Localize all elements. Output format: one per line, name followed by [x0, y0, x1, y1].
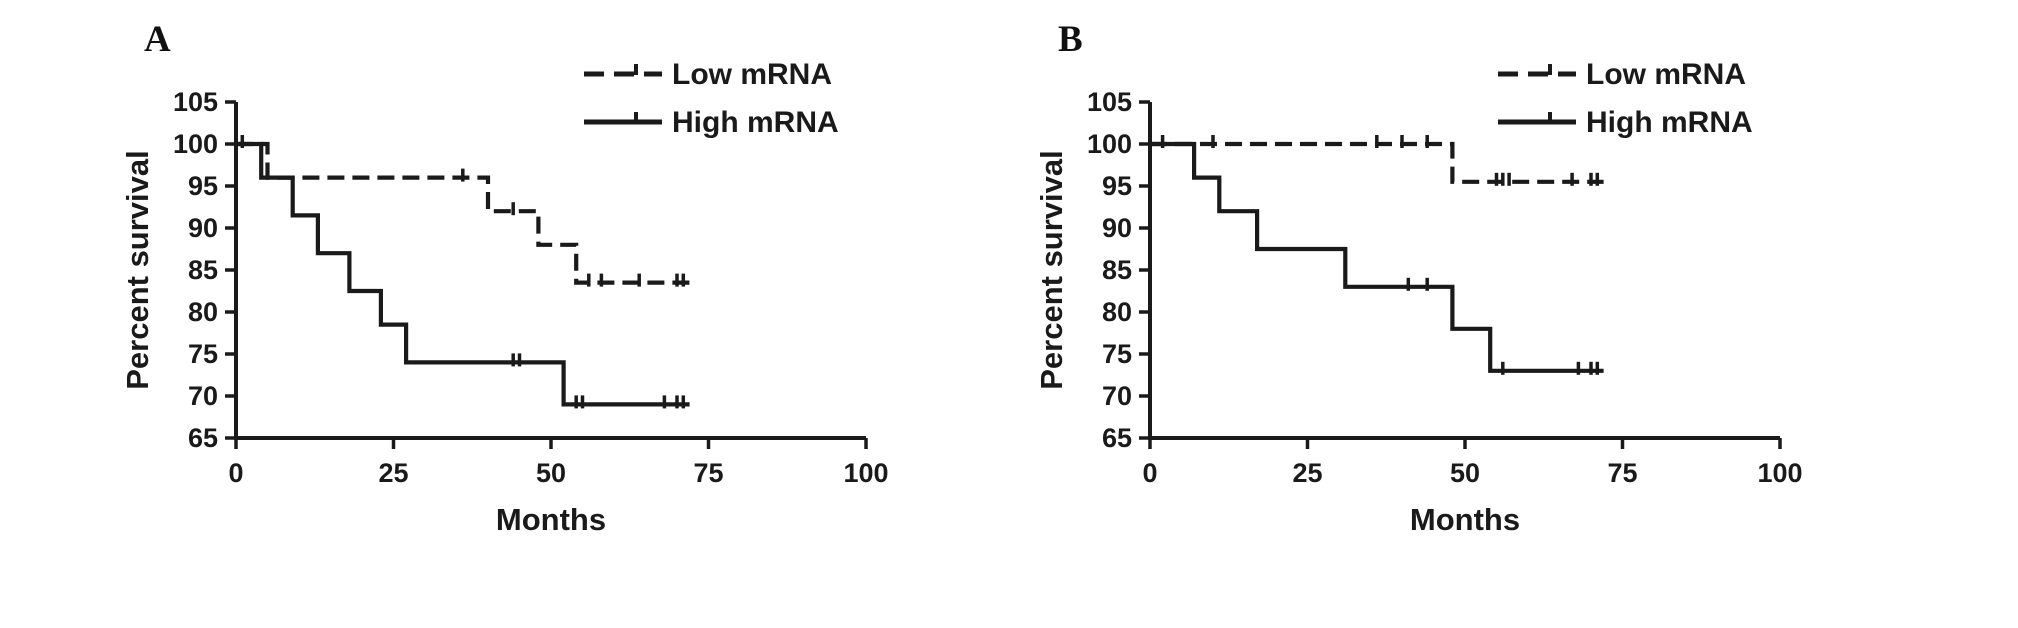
axes — [1148, 102, 1780, 440]
y-tick-label: 65 — [188, 423, 218, 453]
y-tick-label: 95 — [188, 171, 218, 201]
x-tick-label: 0 — [1142, 458, 1157, 488]
x-tick-label: 75 — [1607, 458, 1637, 488]
y-tick-label: 100 — [1087, 129, 1132, 159]
y-axis-label: Percent survival — [1034, 150, 1069, 390]
y-tick-label: 105 — [173, 87, 218, 117]
y-tick-label: 105 — [1087, 87, 1132, 117]
legend-label: High mRNA — [672, 106, 839, 139]
x-tick-label: 50 — [1450, 458, 1480, 488]
x-tick-label: 100 — [843, 458, 888, 488]
panel-a: A 65 70 75 80 85 90 95 100 105 0 25 50 75 100 Months Pe… — [118, 16, 998, 606]
panel-b: B 65 70 75 80 85 90 95 100 105 0 25 50 75 100 Months Pe… — [1032, 16, 1912, 606]
y-tick-label: 85 — [188, 255, 218, 285]
panel-b-label: B — [1058, 19, 1083, 60]
y-tick-label: 85 — [1102, 255, 1132, 285]
x-tick-label: 100 — [1757, 458, 1802, 488]
survival-curve-solid — [236, 141, 690, 407]
axes — [234, 102, 866, 440]
y-tick-label: 75 — [1102, 339, 1132, 369]
y-tick-label: 90 — [188, 213, 218, 243]
survival-chart-a: 65 70 75 80 85 90 95 100 105 0 25 50 75 100 Months Perc… — [120, 58, 889, 537]
y-tick-label: 65 — [1102, 423, 1132, 453]
y-tick-label: 75 — [188, 339, 218, 369]
legend-label: Low mRNA — [1586, 58, 1746, 91]
x-tick-label: 25 — [1292, 458, 1322, 488]
x-tick-label: 25 — [378, 458, 408, 488]
x-tick-label: 75 — [693, 458, 723, 488]
y-tick-label: 70 — [1102, 381, 1132, 411]
x-tick-label: 0 — [228, 458, 243, 488]
survival-chart-b: 65 70 75 80 85 90 95 100 105 0 25 50 75 100 Months Perc… — [1034, 58, 1803, 537]
y-tick-label: 80 — [188, 297, 218, 327]
x-axis-label: Months — [496, 502, 606, 537]
y-tick-label: 95 — [1102, 171, 1132, 201]
y-tick-label: 70 — [188, 381, 218, 411]
survival-curve-dashed — [1150, 141, 1604, 184]
panel-a-label: A — [144, 19, 171, 60]
y-tick-label: 80 — [1102, 297, 1132, 327]
survival-curve-solid — [1150, 141, 1604, 373]
legend-label: High mRNA — [1586, 106, 1753, 139]
legend-label: Low mRNA — [672, 58, 832, 91]
y-tick-label: 100 — [173, 129, 218, 159]
x-axis-label: Months — [1410, 502, 1520, 537]
y-tick-label: 90 — [1102, 213, 1132, 243]
y-axis-label: Percent survival — [120, 150, 155, 390]
x-tick-label: 50 — [536, 458, 566, 488]
survival-curve-dashed — [236, 141, 690, 285]
